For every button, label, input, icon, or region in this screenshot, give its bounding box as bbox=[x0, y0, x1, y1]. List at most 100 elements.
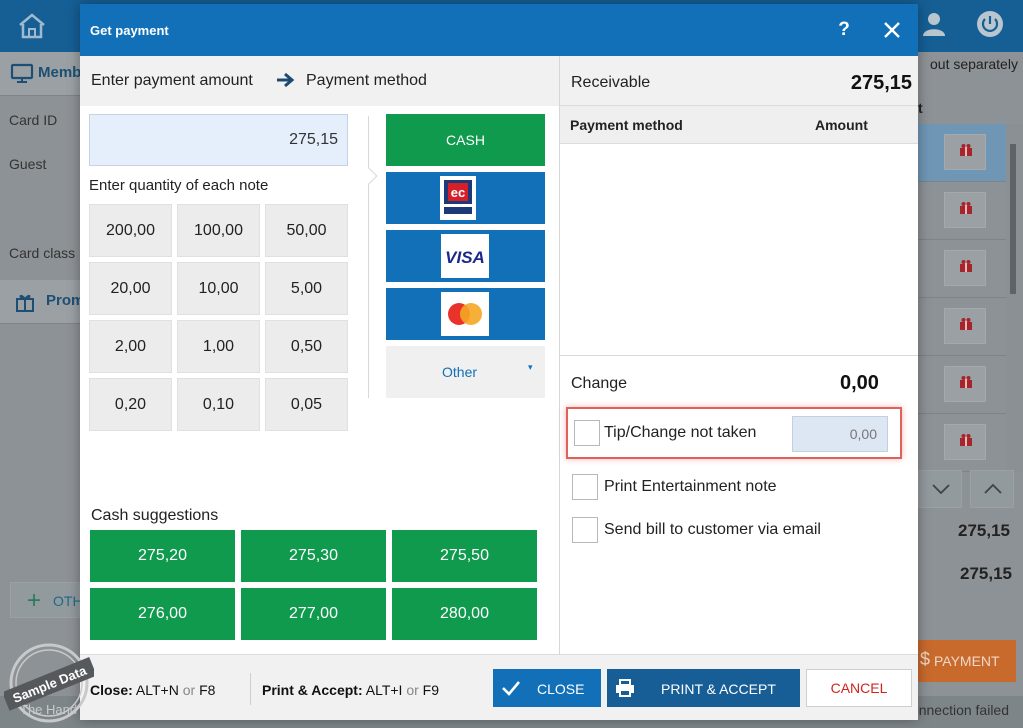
tip-label: Tip/Change not taken bbox=[604, 424, 757, 441]
dollar-icon: $ bbox=[920, 649, 931, 669]
payment-amount-pane: Enter payment amount Payment method Ente… bbox=[80, 56, 559, 654]
background-scrollbar[interactable] bbox=[1006, 124, 1023, 472]
print-shortcut-hint: Print & Accept: ALT+I or F9 bbox=[262, 682, 439, 698]
payment-list bbox=[560, 144, 918, 356]
print-shortcut-label: Print & Accept: bbox=[262, 682, 363, 698]
member-section-header: Memb bbox=[0, 52, 81, 96]
ec-cash-method-button[interactable]: ec bbox=[386, 172, 545, 224]
mastercard-icon bbox=[441, 292, 489, 336]
note-button[interactable]: 1,00 bbox=[177, 320, 260, 373]
power-icon[interactable] bbox=[976, 10, 1004, 38]
gift-button[interactable] bbox=[944, 134, 986, 170]
member-card-icon bbox=[10, 63, 34, 83]
list-item[interactable] bbox=[918, 414, 1006, 472]
cash-suggestion-button[interactable]: 276,00 bbox=[90, 588, 235, 640]
divider bbox=[368, 116, 369, 398]
card-id-label: Card ID bbox=[9, 112, 58, 128]
print-accept-button-label: PRINT & ACCEPT bbox=[661, 681, 776, 697]
close-shortcut-keys: ALT+N bbox=[135, 682, 179, 698]
gift-icon bbox=[960, 434, 972, 446]
tip-amount-input[interactable] bbox=[792, 416, 888, 452]
cash-suggestions-label: Cash suggestions bbox=[91, 507, 219, 524]
tip-checkbox[interactable] bbox=[574, 420, 600, 446]
arrow-right-icon bbox=[277, 72, 295, 88]
print-entertainment-label: Print Entertainment note bbox=[604, 478, 777, 495]
visa-method-button[interactable]: VISA bbox=[386, 230, 545, 282]
background-payment-button[interactable]: $ PAYMENT bbox=[918, 640, 1016, 682]
promo-section-header: Prom bbox=[0, 280, 84, 324]
list-item[interactable] bbox=[918, 356, 1006, 414]
caret-down-icon: ▾ bbox=[528, 362, 533, 372]
note-button[interactable]: 5,00 bbox=[265, 262, 348, 315]
print-accept-button[interactable]: PRINT & ACCEPT bbox=[607, 669, 800, 707]
amount-column-header: Amount bbox=[815, 117, 868, 133]
close-shortcut-label: Close: bbox=[90, 682, 133, 698]
gift-icon bbox=[960, 260, 972, 272]
payment-summary-pane: Receivable 275,15 Payment method Amount … bbox=[560, 56, 918, 654]
background-total-1: 275,15 bbox=[958, 521, 1010, 540]
send-bill-email-checkbox[interactable] bbox=[572, 517, 598, 543]
change-row: Change 0,00 bbox=[560, 357, 918, 403]
other-method-dropdown[interactable]: Other ▾ bbox=[386, 346, 545, 398]
note-button[interactable]: 0,20 bbox=[89, 378, 172, 431]
home-icon[interactable] bbox=[12, 10, 52, 42]
ec-cash-icon: ec bbox=[440, 176, 476, 220]
visa-icon: VISA bbox=[441, 234, 489, 278]
cash-suggestion-button[interactable]: 275,20 bbox=[90, 530, 235, 582]
print-shortcut-alt: F9 bbox=[422, 682, 440, 698]
scroll-up-button[interactable] bbox=[970, 470, 1014, 508]
pane-divider bbox=[559, 56, 560, 654]
printer-icon bbox=[616, 679, 634, 697]
gift-icon bbox=[960, 318, 972, 330]
print-entertainment-checkbox[interactable] bbox=[572, 474, 598, 500]
guest-label: Guest bbox=[9, 156, 47, 172]
divider-notch bbox=[360, 167, 378, 185]
visa-logo-text: VISA bbox=[445, 248, 485, 267]
cash-suggestion-button[interactable]: 280,00 bbox=[392, 588, 537, 640]
background-left-panel: Memb Card ID Guest Card class Prom bbox=[0, 52, 84, 728]
background-nav-arrows bbox=[918, 470, 1023, 510]
gift-icon bbox=[960, 376, 972, 388]
close-shortcut-hint: Close: ALT+N or F8 bbox=[90, 682, 215, 698]
mastercard-method-button[interactable] bbox=[386, 288, 545, 340]
cash-suggestion-button[interactable]: 277,00 bbox=[241, 588, 386, 640]
list-item[interactable] bbox=[918, 298, 1006, 356]
gift-button[interactable] bbox=[944, 250, 986, 286]
note-button[interactable]: 100,00 bbox=[177, 204, 260, 257]
get-payment-dialog: Get payment ? Enter payment amount Payme… bbox=[80, 4, 918, 720]
shortcut-or: or bbox=[182, 682, 196, 698]
note-button[interactable]: 20,00 bbox=[89, 262, 172, 315]
gift-button[interactable] bbox=[944, 366, 986, 402]
payment-method-column-header: Payment method bbox=[570, 117, 683, 133]
cash-method-button[interactable]: CASH bbox=[386, 114, 545, 166]
note-button[interactable]: 10,00 bbox=[177, 262, 260, 315]
print-shortcut-keys: ALT+I bbox=[365, 682, 403, 698]
cash-suggestion-button[interactable]: 275,30 bbox=[241, 530, 386, 582]
close-button[interactable]: CLOSE bbox=[493, 669, 601, 707]
payment-amount-input[interactable] bbox=[89, 114, 348, 166]
svg-text:ec: ec bbox=[451, 185, 465, 200]
list-item[interactable] bbox=[918, 240, 1006, 298]
note-button[interactable]: 200,00 bbox=[89, 204, 172, 257]
scrollbar-thumb[interactable] bbox=[1010, 144, 1016, 294]
note-button[interactable]: 0,05 bbox=[265, 378, 348, 431]
note-button[interactable]: 50,00 bbox=[265, 204, 348, 257]
gift-icon bbox=[960, 202, 972, 214]
cash-suggestion-button[interactable]: 275,50 bbox=[392, 530, 537, 582]
gift-button[interactable] bbox=[944, 308, 986, 344]
help-button[interactable]: ? bbox=[838, 19, 850, 40]
list-item[interactable] bbox=[918, 124, 1006, 182]
scroll-down-button[interactable] bbox=[918, 470, 962, 508]
add-other-button[interactable]: + OTH bbox=[10, 582, 83, 618]
gift-button[interactable] bbox=[944, 192, 986, 228]
note-button[interactable]: 0,50 bbox=[265, 320, 348, 373]
gift-button[interactable] bbox=[944, 424, 986, 460]
note-button[interactable]: 2,00 bbox=[89, 320, 172, 373]
cancel-button[interactable]: CANCEL bbox=[806, 669, 912, 707]
note-button[interactable]: 0,10 bbox=[177, 378, 260, 431]
list-item[interactable] bbox=[918, 182, 1006, 240]
checkmark-icon bbox=[502, 681, 520, 696]
user-icon[interactable] bbox=[920, 10, 948, 38]
close-icon[interactable] bbox=[880, 18, 904, 42]
dialog-footer: Close: ALT+N or F8 Print & Accept: ALT+I… bbox=[80, 654, 918, 720]
